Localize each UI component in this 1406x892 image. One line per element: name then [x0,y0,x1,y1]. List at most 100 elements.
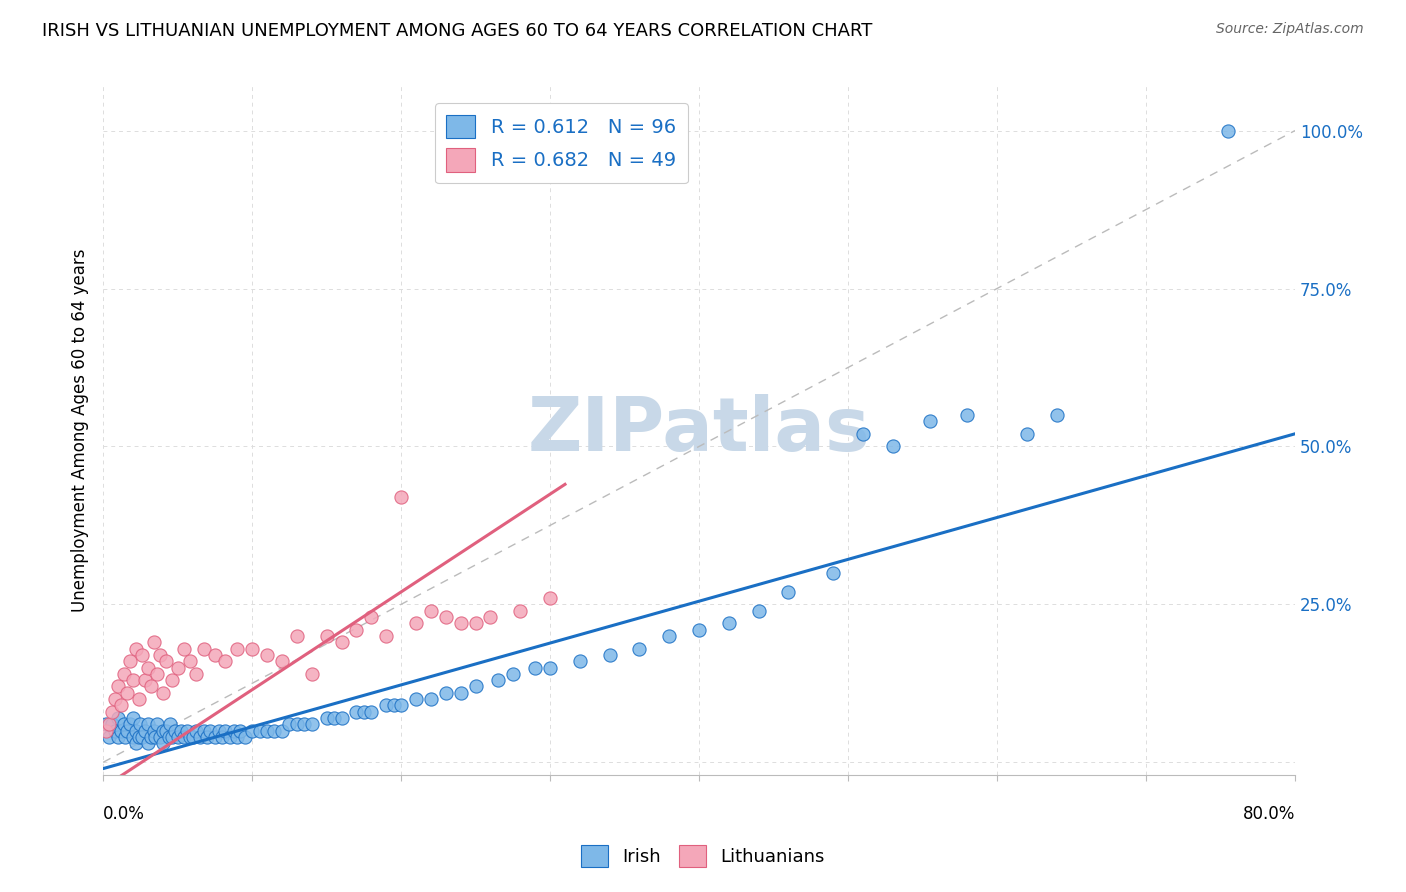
Point [315,711,337,725]
Point [285,629,308,643]
Point [94,717,117,731]
Point [160,730,183,744]
Point [748,604,770,618]
Point [184,723,207,738]
Point [538,660,561,674]
Point [568,654,591,668]
Point [1046,408,1069,422]
Point [179,654,201,668]
Point [131,648,153,662]
Point [160,673,183,688]
Point [197,730,219,744]
Point [375,698,398,713]
Point [1015,426,1038,441]
Point [200,723,222,738]
Point [344,705,367,719]
Point [145,666,167,681]
Point [136,736,159,750]
Point [502,666,524,681]
Point [224,723,246,738]
Point [101,717,124,731]
Point [271,723,294,738]
Point [193,641,215,656]
Point [193,723,215,738]
Point [278,717,301,731]
Point [658,629,681,643]
Point [184,666,207,681]
Point [142,635,165,649]
Point [131,730,153,744]
Point [110,698,132,713]
Y-axis label: Unemployment Among Ages 60 to 64 years: Unemployment Among Ages 60 to 64 years [72,249,89,613]
Point [159,717,181,731]
Point [157,730,180,744]
Point [301,717,323,731]
Point [360,610,382,624]
Point [122,711,145,725]
Point [176,723,198,738]
Point [249,723,271,738]
Point [142,723,165,738]
Point [214,723,236,738]
Point [211,730,233,744]
Point [360,705,382,719]
Point [218,730,240,744]
Point [382,698,405,713]
Point [179,730,201,744]
Point [1216,123,1239,137]
Point [112,717,135,731]
Point [330,711,353,725]
Point [389,698,412,713]
Point [112,666,135,681]
Point [434,686,457,700]
Point [163,723,186,738]
Point [434,610,457,624]
Point [136,660,159,674]
Point [204,730,226,744]
Point [405,692,427,706]
Point [256,648,278,662]
Point [353,705,375,719]
Point [122,673,145,688]
Point [115,686,138,700]
Point [323,711,346,725]
Point [136,717,159,731]
Point [344,623,367,637]
Point [145,717,167,731]
Point [852,426,875,441]
Point [538,591,561,605]
Point [214,654,236,668]
Point [256,723,278,738]
Point [450,686,472,700]
Legend: R = 0.612   N = 96, R = 0.682   N = 49: R = 0.612 N = 96, R = 0.682 N = 49 [434,103,688,184]
Point [419,692,441,706]
Point [486,673,509,688]
Point [882,439,904,453]
Point [208,723,231,738]
Point [823,566,845,580]
Text: 0.0%: 0.0% [103,805,145,823]
Point [114,730,136,744]
Point [101,705,124,719]
Point [918,414,941,428]
Point [233,730,256,744]
Point [229,723,252,738]
Point [125,641,148,656]
Point [94,723,117,738]
Point [104,723,127,738]
Point [166,730,188,744]
Point [226,730,249,744]
Point [98,730,121,744]
Point [129,717,152,731]
Point [149,648,172,662]
Point [419,604,441,618]
Point [263,723,285,738]
Point [285,717,308,731]
Point [405,616,427,631]
Point [188,730,211,744]
Point [226,641,249,656]
Point [330,635,353,649]
Point [128,730,150,744]
Point [152,736,174,750]
Legend: Irish, Lithuanians: Irish, Lithuanians [574,838,832,874]
